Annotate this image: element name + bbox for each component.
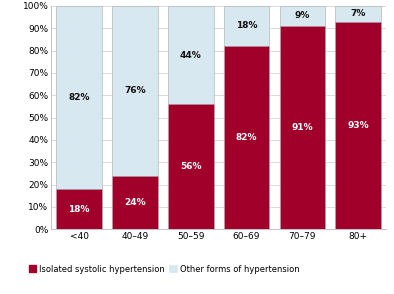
Text: 76%: 76% [124,86,146,95]
Bar [168,104,214,229]
Text: 9%: 9% [295,11,310,21]
Bar [112,6,158,176]
Legend: Isolated systolic hypertension, Other forms of hypertension: Isolated systolic hypertension, Other fo… [29,265,300,274]
Bar [112,176,158,229]
Bar [56,189,102,229]
Bar [279,6,325,26]
Text: 82%: 82% [236,133,257,142]
Bar [224,46,269,229]
Text: 91%: 91% [292,123,313,132]
Bar [335,21,381,229]
Text: 93%: 93% [348,121,369,130]
Text: 24%: 24% [124,198,146,207]
Text: 18%: 18% [69,205,90,214]
Bar [224,6,269,46]
Text: 82%: 82% [69,93,90,102]
Bar [335,6,381,21]
Bar [168,6,214,104]
Bar [56,6,102,189]
Bar [279,26,325,229]
Text: 7%: 7% [351,9,366,18]
Text: 56%: 56% [180,162,201,171]
Text: 44%: 44% [180,51,202,60]
Text: 18%: 18% [236,21,257,31]
